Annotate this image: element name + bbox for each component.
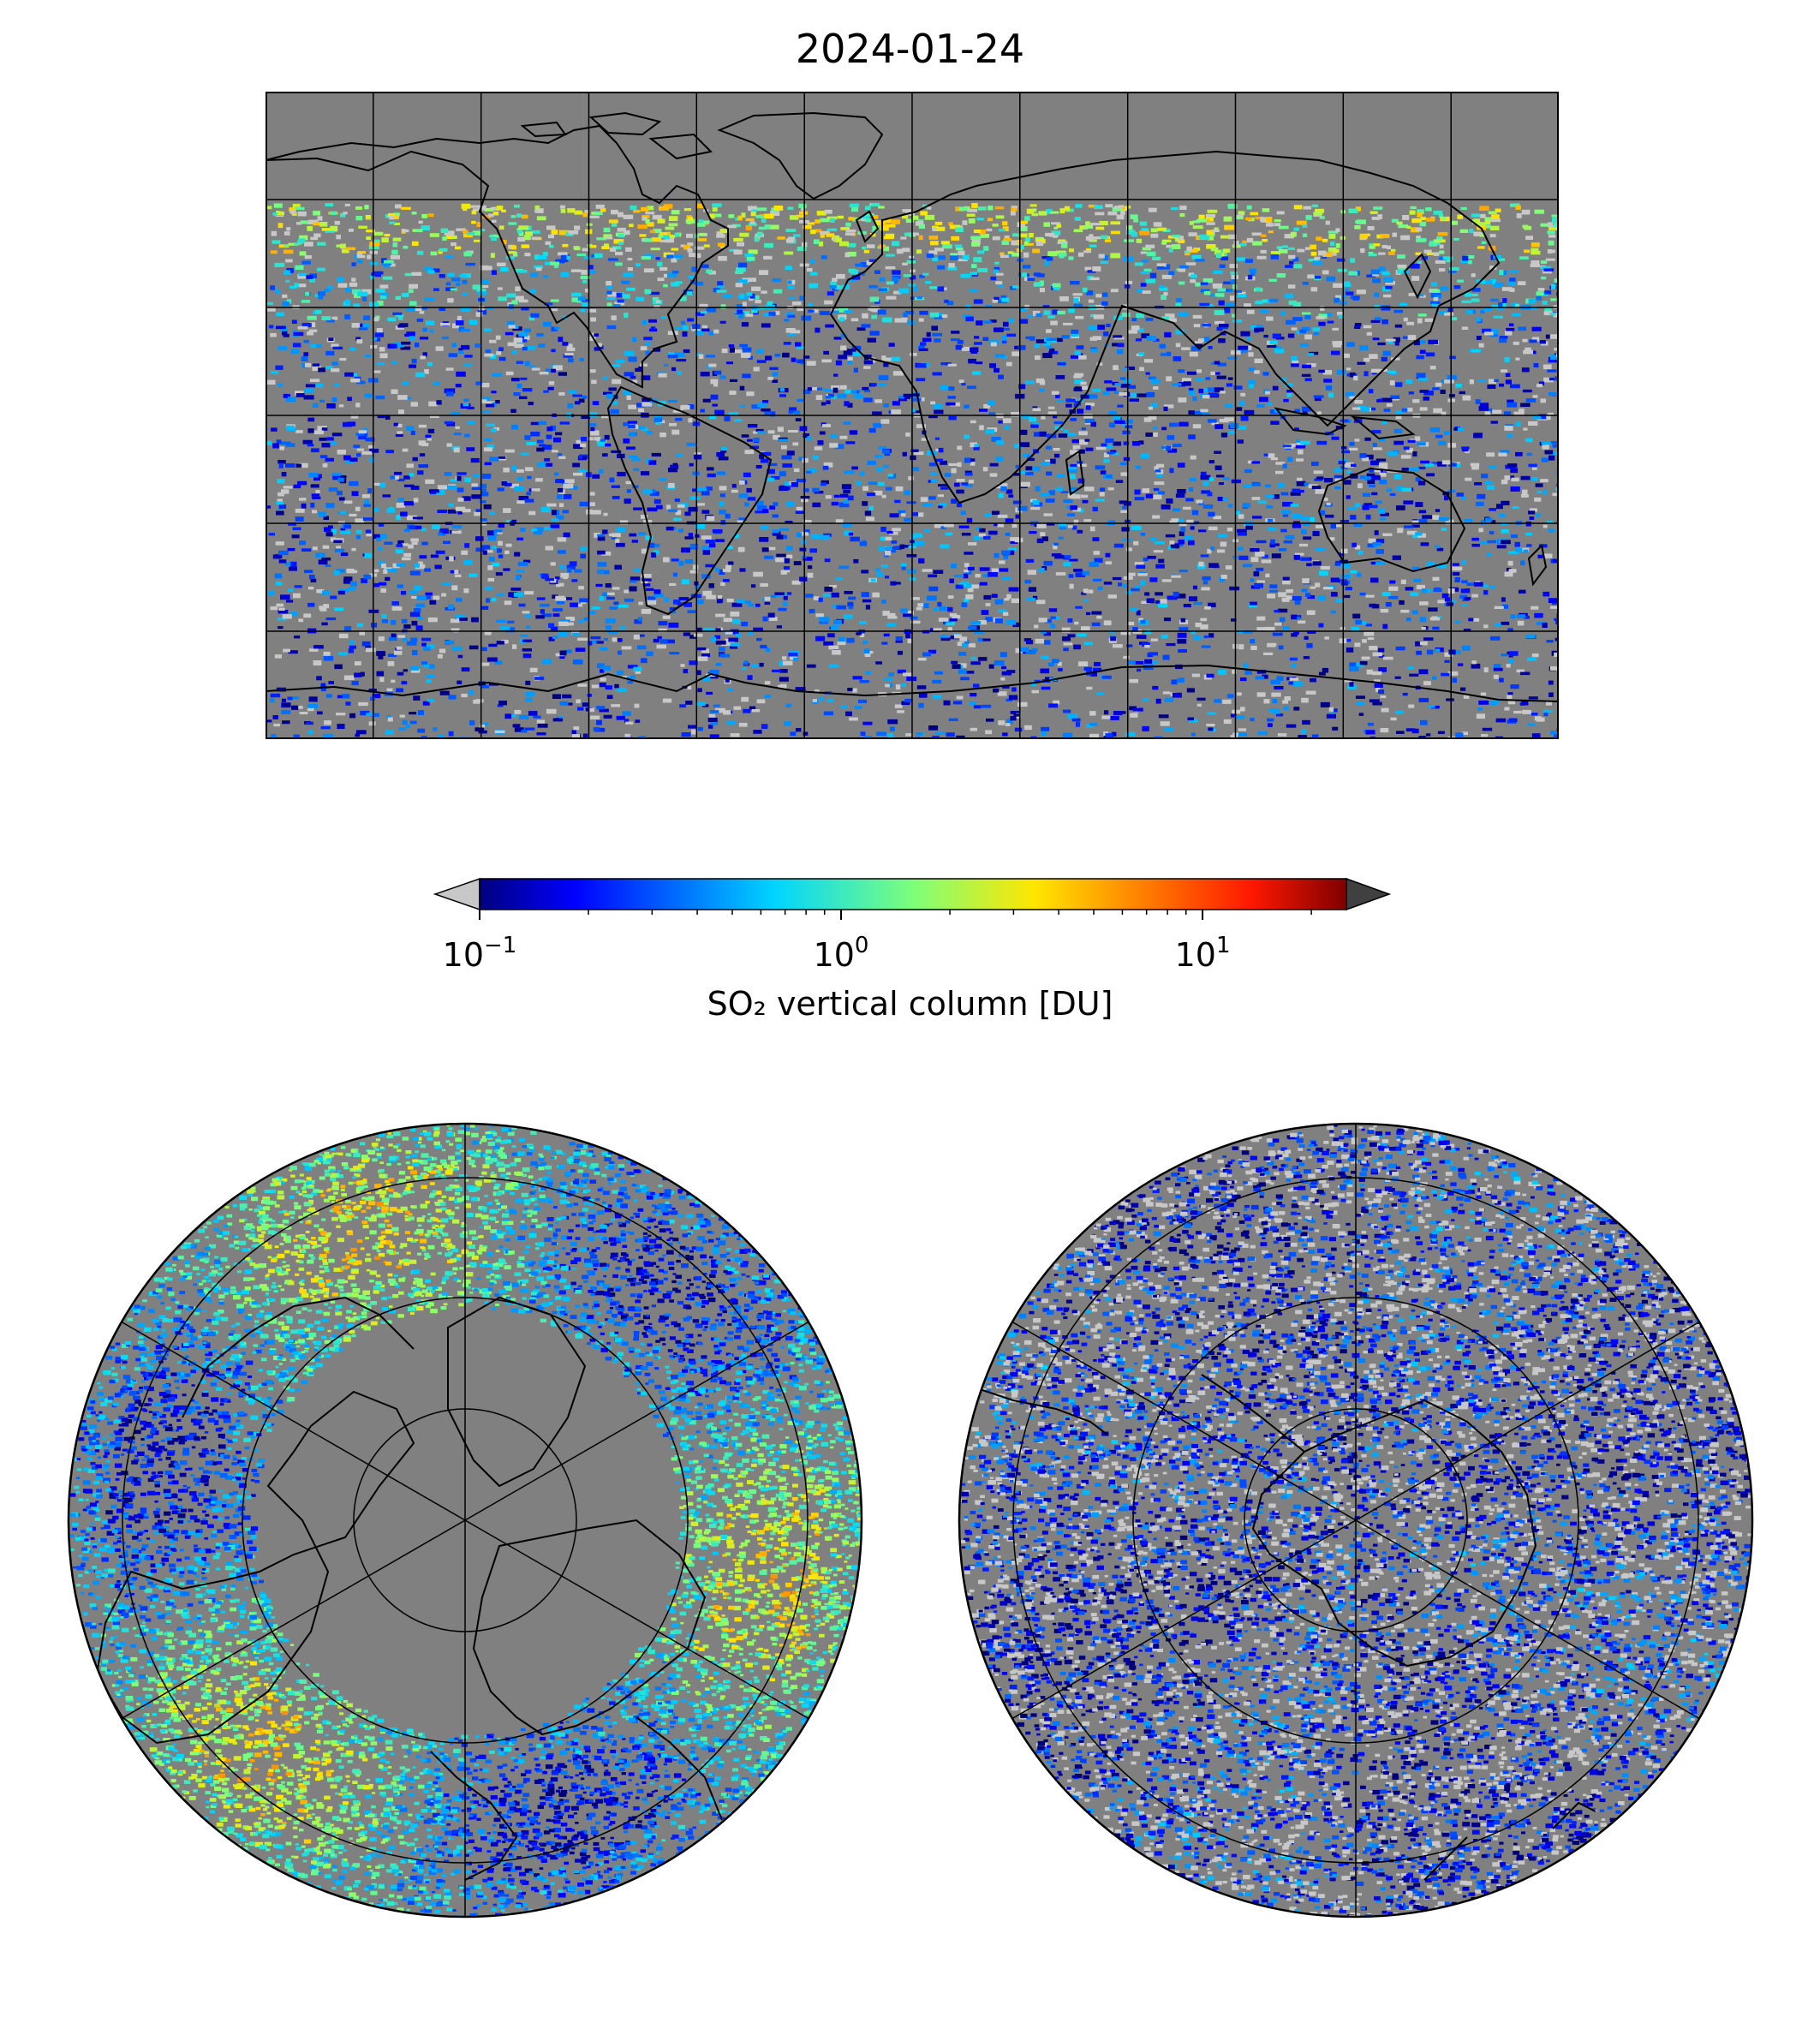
colorbar-tick-label: 101 xyxy=(1175,933,1231,974)
colorbar-gradient xyxy=(479,878,1347,910)
colorbar-tick-labels: 10−1 100 101 xyxy=(443,933,1231,974)
polar-map-frame xyxy=(958,1122,1754,1919)
colorbar-tick-label: 10−1 xyxy=(443,933,517,974)
colorbar-under-extension xyxy=(433,877,480,911)
north-pole-map xyxy=(67,1122,863,1919)
colorbar-tick-label: 100 xyxy=(814,933,869,974)
colorbar-ticks xyxy=(479,910,1312,920)
world-gridlines xyxy=(266,92,1559,739)
so2-data-layer xyxy=(959,1125,1752,1917)
coastlines xyxy=(961,1374,1596,1881)
figure-title: 2024-01-24 xyxy=(0,26,1820,72)
world-map-frame xyxy=(266,92,1559,739)
colorbar-label: SO₂ vertical column [DU] xyxy=(0,985,1820,1023)
world-map xyxy=(266,92,1559,739)
south-pole-map xyxy=(958,1122,1754,1919)
coastlines xyxy=(266,111,1559,702)
polar-map-frame xyxy=(67,1122,863,1919)
so2-data-layer xyxy=(266,203,1559,739)
colorbar: 10−1 100 101 xyxy=(433,877,1392,974)
so2-data-layer xyxy=(69,1124,862,1917)
polar-gridlines xyxy=(1011,1124,1700,1917)
polar-gridlines xyxy=(121,1124,809,1917)
colorbar-over-extension xyxy=(1346,877,1392,911)
